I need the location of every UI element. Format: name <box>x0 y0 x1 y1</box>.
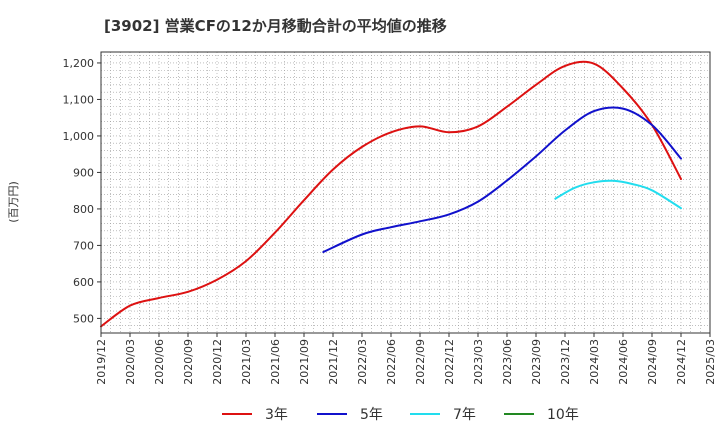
series-line-2 <box>322 106 682 253</box>
y-tick-label: 600 <box>73 276 94 289</box>
x-tick-label: 2023/12 <box>559 339 572 385</box>
y-tick-label: 800 <box>73 203 94 216</box>
x-ticks: 2019/12 2020/03 2020/06 2020/09 2020/12 2021/… <box>95 333 717 385</box>
y-tick-label: 500 <box>73 312 94 325</box>
x-tick-label: 2022/12 <box>443 339 456 385</box>
y-tick-label: 900 <box>73 166 94 179</box>
legend-label: 3年 <box>265 407 288 423</box>
x-tick-label: 2022/03 <box>356 339 369 385</box>
x-tick-label: 2020/03 <box>124 339 137 385</box>
x-tick-label: 2024/06 <box>617 339 630 385</box>
legend: 3年 5年 7年 10年 <box>222 407 579 423</box>
x-tick-label: 2019/12 <box>95 339 108 385</box>
x-tick-label: 2020/06 <box>153 339 166 385</box>
y-ticks: 500 600 700 800 900 1,000 1,100 1,200 <box>63 57 101 325</box>
x-tick-label: 2021/03 <box>240 339 253 385</box>
legend-label: 10年 <box>547 407 579 423</box>
plot-frame <box>100 51 711 334</box>
grid <box>101 52 710 334</box>
y-tick-label: 700 <box>73 239 94 252</box>
y-axis-label: (百万円) <box>7 181 20 223</box>
x-tick-label: 2021/09 <box>298 339 311 385</box>
legend-label: 5年 <box>360 407 383 423</box>
y-tick-label: 1,200 <box>63 57 95 70</box>
x-tick-label: 2023/03 <box>472 339 485 385</box>
series-group <box>100 60 682 328</box>
x-tick-label: 2020/12 <box>211 339 224 385</box>
series-line-1 <box>100 60 682 328</box>
x-tick-label: 2021/06 <box>269 339 282 385</box>
legend-label: 7年 <box>453 407 476 423</box>
x-tick-label: 2024/12 <box>675 339 688 385</box>
series-line-3 <box>554 179 682 210</box>
x-tick-label: 2020/09 <box>182 339 195 385</box>
x-tick-label: 2023/09 <box>530 339 543 385</box>
x-tick-label: 2025/03 <box>704 339 717 385</box>
x-tick-label: 2024/09 <box>646 339 659 385</box>
x-tick-label: 2024/03 <box>588 339 601 385</box>
x-tick-label: 2021/12 <box>327 339 340 385</box>
x-tick-label: 2022/09 <box>414 339 427 385</box>
chart-title: [3902] 営業CFの12か月移動合計の平均値の推移 <box>104 17 447 35</box>
x-tick-label: 2022/06 <box>385 339 398 385</box>
y-tick-label: 1,000 <box>63 130 95 143</box>
x-tick-label: 2023/06 <box>501 339 514 385</box>
y-tick-label: 1,100 <box>63 93 95 106</box>
